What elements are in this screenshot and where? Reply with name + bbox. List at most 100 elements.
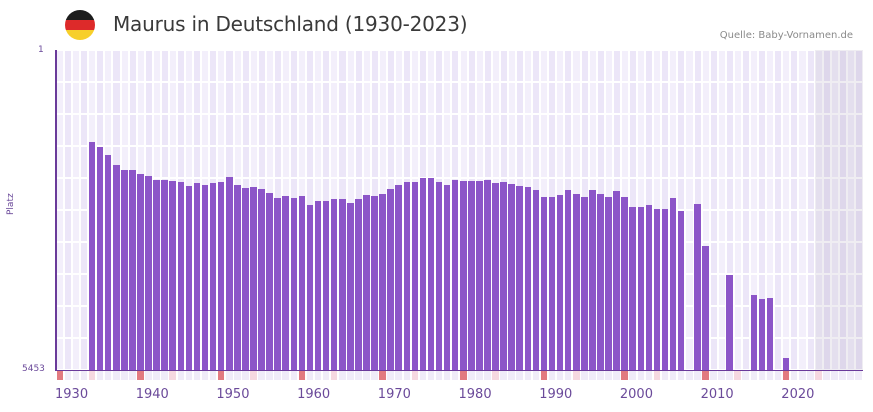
bar-1983[interactable]: [484, 179, 491, 370]
grid-cell: [742, 179, 749, 209]
bar-1984[interactable]: [492, 182, 499, 370]
source-link[interactable]: Quelle: Baby-Vornamen.de: [719, 30, 853, 41]
bar-1977[interactable]: [435, 181, 443, 370]
grid-cell: [783, 211, 790, 241]
bar-1966[interactable]: [347, 202, 354, 370]
bar-1975[interactable]: [419, 177, 427, 370]
bar-1957[interactable]: [274, 197, 281, 370]
bar-1955[interactable]: [258, 188, 265, 370]
bar-1963[interactable]: [322, 200, 330, 370]
bar-2000[interactable]: [621, 196, 628, 370]
grid-cell: [839, 275, 846, 305]
bar-1942[interactable]: [153, 179, 160, 370]
bar-1948[interactable]: [201, 184, 209, 370]
bar-1946[interactable]: [185, 185, 193, 370]
bar-1940[interactable]: [137, 173, 144, 370]
bar-1937[interactable]: [112, 164, 120, 370]
bar-1982[interactable]: [476, 180, 483, 370]
bar-1943[interactable]: [161, 179, 168, 370]
bar-1947[interactable]: [193, 182, 201, 370]
grid-cell: [831, 115, 838, 145]
bar-1939[interactable]: [129, 169, 136, 370]
bar-1949[interactable]: [209, 182, 217, 370]
bar-1934[interactable]: [88, 141, 96, 370]
bar-1951[interactable]: [225, 176, 233, 370]
bar-2006[interactable]: [669, 197, 677, 370]
bar-1953[interactable]: [242, 187, 249, 370]
bar-1996[interactable]: [589, 189, 596, 370]
bar-1964[interactable]: [330, 198, 338, 370]
bar-1972[interactable]: [395, 184, 402, 370]
bar-1956[interactable]: [266, 192, 273, 370]
bar-2016[interactable]: [750, 294, 758, 370]
bar-1981[interactable]: [468, 180, 475, 370]
year-marker: [855, 371, 862, 380]
bar-2017[interactable]: [758, 298, 766, 370]
bar-2003[interactable]: [645, 204, 653, 370]
grid-cell: [751, 275, 758, 305]
bar-1997[interactable]: [597, 193, 604, 370]
bar-1960[interactable]: [298, 195, 306, 370]
year-marker: [379, 371, 386, 380]
bar-2002[interactable]: [637, 206, 645, 370]
bar-1970[interactable]: [379, 193, 386, 370]
bar-2005[interactable]: [661, 208, 669, 370]
bar-1962[interactable]: [314, 200, 322, 370]
bar-1986[interactable]: [508, 183, 515, 370]
bar-1952[interactable]: [234, 184, 241, 370]
bar-1945[interactable]: [177, 181, 185, 370]
bar-2013[interactable]: [726, 274, 733, 370]
grid-cell: [775, 243, 782, 273]
bar-1990[interactable]: [540, 196, 548, 370]
bar-1978[interactable]: [443, 184, 451, 370]
bar-1988[interactable]: [524, 186, 532, 370]
bar-1985[interactable]: [500, 181, 507, 370]
bar-1961[interactable]: [306, 204, 314, 370]
bar-1941[interactable]: [145, 175, 152, 370]
grid-cell: [605, 179, 612, 209]
bar-1992[interactable]: [556, 194, 564, 370]
grid-cell: [363, 179, 370, 209]
year-marker: [217, 371, 225, 380]
grid-cell: [855, 51, 862, 81]
bar-1973[interactable]: [403, 181, 411, 370]
bar-2020[interactable]: [782, 357, 790, 370]
bar-1999[interactable]: [613, 190, 620, 370]
bar-1958[interactable]: [282, 195, 290, 370]
bar-1989[interactable]: [532, 189, 540, 370]
bar-1938[interactable]: [121, 169, 128, 370]
grid-cell: [468, 147, 475, 177]
bar-1936[interactable]: [104, 154, 112, 370]
bar-1935[interactable]: [96, 146, 104, 370]
bar-1987[interactable]: [516, 185, 524, 370]
bar-1974[interactable]: [411, 181, 419, 370]
grid-cell: [799, 179, 806, 209]
bar-1950[interactable]: [217, 181, 225, 370]
bar-1979[interactable]: [451, 179, 459, 370]
bar-1969[interactable]: [371, 195, 378, 370]
grid-cell: [783, 179, 790, 209]
bar-1944[interactable]: [169, 180, 177, 370]
bar-1980[interactable]: [460, 180, 467, 370]
bar-1954[interactable]: [250, 186, 257, 370]
bar-1995[interactable]: [581, 196, 588, 370]
bar-2001[interactable]: [629, 206, 637, 370]
bar-1971[interactable]: [387, 188, 394, 370]
bar-2018[interactable]: [766, 297, 774, 370]
bar-1998[interactable]: [605, 196, 612, 370]
bar-1994[interactable]: [572, 193, 580, 370]
bar-1968[interactable]: [363, 194, 370, 370]
bar-2004[interactable]: [653, 208, 661, 370]
bar-1967[interactable]: [355, 198, 362, 370]
bar-2010[interactable]: [702, 245, 709, 370]
bar-1993[interactable]: [564, 189, 572, 370]
grid-cell: [605, 115, 612, 145]
grid-cell: [581, 51, 588, 81]
bar-1959[interactable]: [290, 197, 298, 370]
bar-2009[interactable]: [694, 203, 701, 370]
bar-2007[interactable]: [677, 210, 685, 370]
bar-1965[interactable]: [338, 198, 346, 370]
bar-1991[interactable]: [548, 196, 556, 370]
bar-1976[interactable]: [427, 177, 435, 370]
grid-cell: [145, 115, 152, 145]
